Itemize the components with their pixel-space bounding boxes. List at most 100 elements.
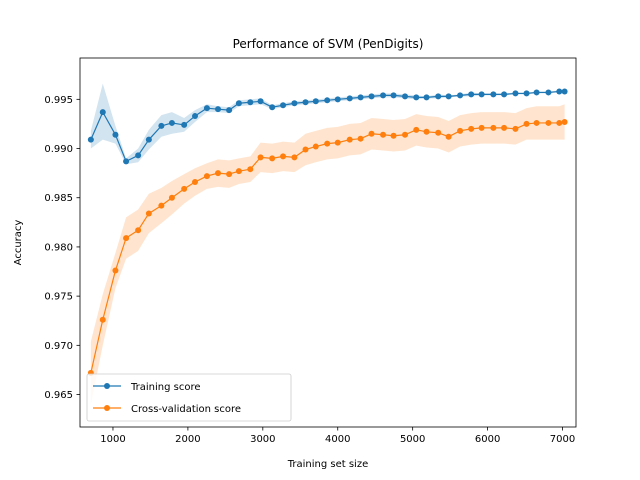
y-axis-ticks: 0.965 0.970 0.975 0.980 0.985 0.990 0.995	[44, 95, 80, 401]
series-markers	[87, 88, 568, 376]
training-score-point	[380, 92, 387, 99]
x-tick-label: 1000	[100, 434, 125, 445]
training-score-point	[413, 94, 420, 101]
training-score-point	[346, 95, 353, 102]
legend-label-cross-validation: Cross-validation score	[131, 404, 241, 415]
cross-validation-score-point	[269, 155, 276, 162]
training-score-point	[468, 91, 475, 98]
training-score-point	[226, 107, 233, 114]
training-score-point	[523, 90, 530, 97]
training-score-point	[357, 94, 364, 101]
training-score-point	[247, 99, 254, 106]
cross-validation-score-point	[512, 125, 519, 132]
cross-validation-score-point	[247, 166, 254, 173]
cross-validation-score-point	[302, 146, 309, 153]
y-tick-label: 0.990	[44, 144, 73, 155]
training-score-point	[235, 100, 242, 107]
training-score-point	[324, 97, 331, 104]
training-score-point	[269, 104, 276, 111]
cross-validation-score-point	[324, 140, 331, 147]
cross-validation-score-point	[368, 130, 375, 137]
cross-validation-score-point	[257, 154, 264, 161]
x-tick-label: 3000	[250, 434, 275, 445]
training-score-point	[545, 89, 552, 96]
training-score-point	[390, 92, 397, 99]
cross-validation-score-point	[112, 267, 119, 274]
cross-validation-score-point	[235, 168, 242, 175]
chart-title: Performance of SVM (PenDigits)	[233, 37, 424, 51]
training-score-point	[87, 136, 94, 143]
training-score-point	[312, 98, 319, 105]
cross-validation-score-point	[545, 119, 552, 126]
training-score-point	[561, 88, 568, 95]
cross-validation-score-point	[423, 128, 430, 135]
cross-validation-score-point	[291, 154, 298, 161]
cross-validation-score-point	[203, 173, 210, 180]
training-score-point	[368, 93, 375, 100]
plot-frame	[79, 57, 577, 428]
cross-validation-score-point	[445, 133, 452, 140]
y-axis-label: Accuracy	[13, 220, 24, 266]
training-score-point	[291, 100, 298, 107]
cross-validation-score-point	[556, 119, 563, 126]
cross-validation-score-point	[135, 227, 142, 234]
legend-label-training: Training score	[130, 382, 201, 393]
cross-validation-score-point	[357, 135, 364, 142]
cross-validation-score-point	[561, 118, 568, 125]
cross-validation-score-point	[99, 316, 106, 323]
cross-validation-score-point	[158, 202, 165, 209]
cross-validation-score-point	[533, 119, 540, 126]
training-score-point	[302, 99, 309, 106]
training-score-point	[135, 152, 142, 159]
y-tick-label: 0.970	[44, 341, 73, 352]
x-axis-label: Training set size	[287, 459, 369, 470]
cross-validation-score-point	[413, 126, 420, 133]
training-score-point	[215, 106, 222, 113]
cross-validation-score-point	[215, 170, 222, 177]
legend-box	[86, 373, 292, 422]
cross-validation-score-point	[435, 129, 442, 136]
cross-validation-score-point	[390, 132, 397, 139]
cross-validation-score-point	[145, 210, 152, 217]
x-tick-label: 2000	[175, 434, 200, 445]
cross-validation-score-point	[168, 194, 175, 201]
training-score-point	[556, 88, 563, 95]
cross-validation-score-point	[402, 131, 409, 138]
cross-validation-score-point	[312, 143, 319, 150]
training-score-point	[334, 96, 341, 103]
training-score-point	[203, 105, 210, 112]
cross-validation-score-band	[90, 104, 565, 405]
training-score-point	[445, 93, 452, 100]
cross-validation-score-point	[181, 185, 188, 192]
legend-marker-training	[104, 383, 110, 389]
x-tick-label: 5000	[400, 434, 425, 445]
x-tick-label: 4000	[325, 434, 350, 445]
training-score-point	[257, 98, 264, 105]
x-tick-label: 7000	[550, 434, 575, 445]
y-tick-label: 0.995	[44, 95, 73, 106]
training-score-point	[158, 122, 165, 129]
legend: Training score Cross-validation score	[86, 373, 292, 422]
cross-validation-score-point	[334, 139, 341, 146]
cross-validation-score-point	[478, 124, 485, 131]
training-score-point	[192, 113, 199, 120]
y-tick-label: 0.975	[44, 292, 73, 303]
training-score-point	[490, 91, 497, 98]
training-score-point	[181, 121, 188, 128]
training-score-point	[112, 131, 119, 138]
cross-validation-score-point	[468, 125, 475, 132]
training-score-point	[423, 94, 430, 101]
training-score-point	[512, 90, 519, 97]
training-score-point	[402, 93, 409, 100]
training-score-point	[99, 109, 106, 116]
cross-validation-score-point	[226, 171, 233, 178]
cross-validation-score-point	[380, 131, 387, 138]
y-tick-label: 0.985	[44, 193, 73, 204]
training-score-point	[123, 158, 130, 165]
legend-marker-cross-validation	[104, 405, 110, 411]
cross-validation-score-point	[346, 136, 353, 143]
cross-validation-score-point	[123, 235, 130, 242]
training-score-point	[478, 91, 485, 98]
training-score-point	[145, 136, 152, 143]
